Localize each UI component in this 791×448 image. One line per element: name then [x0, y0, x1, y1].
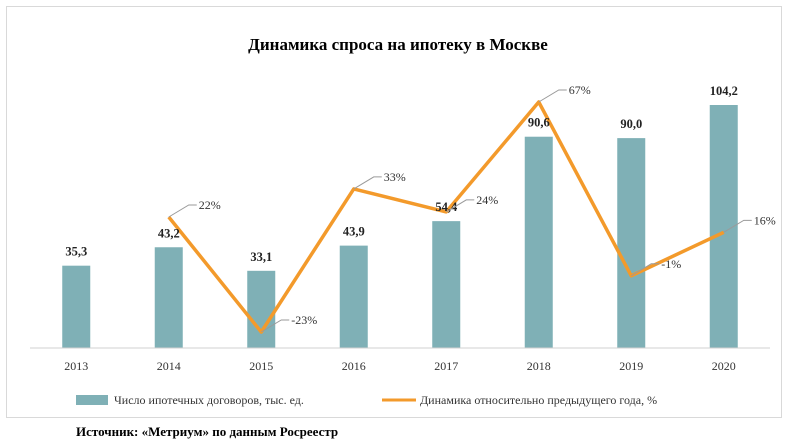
legend-label-line: Динамика относительно предыдущего года, …	[420, 393, 657, 407]
bar-value-label-2014: 43,2	[158, 226, 180, 240]
x-tick-2015: 2015	[249, 359, 273, 373]
callout-leader-2016	[353, 176, 382, 190]
pct-labels-layer: 22% -23% 33% 24% 67% -1% 16%	[168, 83, 776, 333]
bar-value-label-2018: 90,6	[528, 116, 550, 130]
line-value-label-2015: -23%	[291, 313, 317, 327]
callout-leader-2018	[538, 89, 567, 103]
legend-label-bars: Число ипотечных договоров, тыс. ед.	[114, 393, 304, 407]
line-value-label-2016: 33%	[384, 170, 406, 184]
legend-swatch-bars	[76, 395, 108, 405]
bars-layer	[62, 105, 738, 348]
line-value-label-2018: 67%	[569, 83, 591, 97]
bar-2015	[247, 270, 276, 348]
callout-leader-2017	[445, 199, 475, 213]
callout-leader-2014	[168, 204, 197, 218]
bar-2018	[524, 136, 553, 348]
chart-frame	[6, 6, 782, 418]
callout-leader-2019	[630, 263, 660, 277]
bar-value-label-2015: 33,1	[250, 250, 272, 264]
line-value-label-2014: 22%	[199, 198, 221, 212]
line-value-label-2017: 24%	[476, 193, 498, 207]
line-value-label-2019: -1%	[661, 257, 681, 271]
callout-leader-2020	[723, 219, 752, 233]
x-tick-2019: 2019	[619, 359, 643, 373]
x-axis-ticks: 2013 2014 2015 2016 2017 2018 2019 2020	[64, 359, 736, 373]
x-tick-2014: 2014	[157, 359, 181, 373]
x-tick-2020: 2020	[712, 359, 736, 373]
bar-2016	[339, 245, 368, 348]
bar-value-label-2019: 90,0	[620, 117, 642, 131]
bar-2019	[617, 138, 646, 348]
source-note: Источник: «Метриум» по данным Росреестр	[76, 424, 339, 439]
bar-value-label-2016: 43,9	[343, 225, 365, 239]
x-tick-2018: 2018	[527, 359, 551, 373]
bar-value-label-2017: 54,4	[435, 200, 458, 214]
bar-labels-layer: 35,3 43,2 33,1 43,9 54,4 90,6 90,0 104,2	[65, 84, 738, 264]
bar-2017	[432, 221, 461, 348]
chart-title: Динамика спроса на ипотеку в Москве	[248, 35, 548, 54]
bar-value-label-2020: 104,2	[710, 84, 738, 98]
legend: Число ипотечных договоров, тыс. ед. Дина…	[76, 393, 657, 407]
bar-2014	[154, 247, 183, 348]
callout-leader-2015	[260, 319, 290, 333]
bar-value-label-2013: 35,3	[65, 245, 87, 259]
line-value-label-2020: 16%	[754, 213, 776, 227]
x-tick-2016: 2016	[342, 359, 366, 373]
bar-2013	[62, 265, 91, 348]
x-tick-2017: 2017	[434, 359, 458, 373]
x-tick-2013: 2013	[64, 359, 88, 373]
